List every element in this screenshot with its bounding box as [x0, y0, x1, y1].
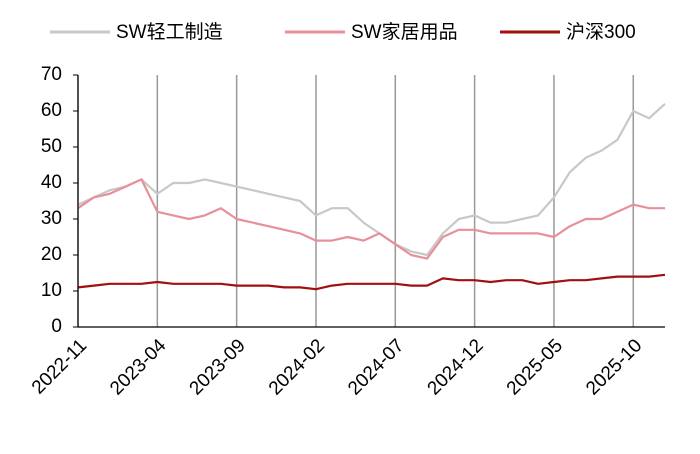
x-tick-label: 2025-10	[582, 335, 646, 399]
series-line	[77, 273, 666, 291]
y-tick-label: 40	[41, 172, 62, 193]
y-tick-label: 70	[41, 64, 62, 85]
x-tick-label: 2023-04	[106, 335, 170, 399]
x-tick-label: 2025-05	[503, 335, 567, 399]
y-tick-label: 60	[41, 100, 62, 121]
y-tick-label: 0	[51, 316, 62, 337]
legend-label: SW轻工制造	[116, 21, 223, 43]
y-tick-label: 30	[41, 208, 62, 229]
x-tick-label: 2024-12	[424, 335, 488, 399]
y-tick-label: 20	[41, 244, 62, 265]
series-line	[77, 102, 666, 257]
y-tick-label: 50	[41, 136, 62, 157]
x-tick-label: 2022-11	[28, 335, 91, 398]
series-line	[77, 178, 665, 260]
legend-label: 沪深300	[566, 21, 636, 43]
y-tick-label: 10	[41, 280, 62, 301]
legend-label: SW家居用品	[351, 21, 458, 43]
x-tick-label: 2024-07	[344, 335, 408, 399]
x-tick-label: 2023-09	[186, 335, 250, 399]
x-tick-label: 2024-02	[265, 335, 329, 399]
